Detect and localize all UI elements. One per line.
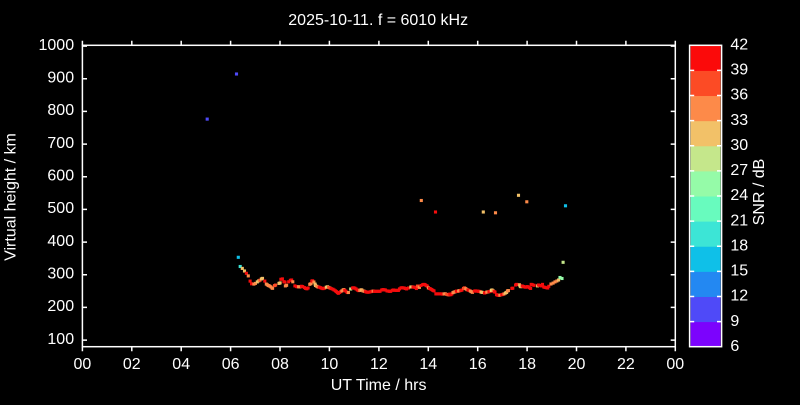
svg-text:04: 04 <box>172 356 190 373</box>
svg-text:08: 08 <box>271 356 289 373</box>
svg-text:22: 22 <box>617 356 635 373</box>
svg-text:15: 15 <box>730 263 748 280</box>
svg-text:9: 9 <box>730 313 739 330</box>
svg-text:00: 00 <box>74 356 92 373</box>
svg-text:21: 21 <box>730 212 748 229</box>
svg-text:800: 800 <box>47 102 74 119</box>
svg-text:06: 06 <box>222 356 240 373</box>
svg-text:27: 27 <box>730 162 748 179</box>
svg-text:36: 36 <box>730 87 748 104</box>
svg-text:18: 18 <box>730 237 748 254</box>
svg-text:12: 12 <box>730 288 748 305</box>
svg-text:00: 00 <box>666 356 684 373</box>
svg-text:1000: 1000 <box>39 37 75 54</box>
svg-text:20: 20 <box>568 356 586 373</box>
svg-text:SNR / dB: SNR / dB <box>751 159 768 226</box>
svg-text:100: 100 <box>47 331 74 348</box>
svg-text:300: 300 <box>47 266 74 283</box>
svg-text:2025-10-11. f = 6010 kHz: 2025-10-11. f = 6010 kHz <box>288 12 468 29</box>
svg-text:500: 500 <box>47 200 74 217</box>
svg-text:200: 200 <box>47 298 74 315</box>
svg-text:42: 42 <box>730 37 748 54</box>
svg-text:14: 14 <box>419 356 437 373</box>
svg-text:10: 10 <box>321 356 339 373</box>
svg-text:600: 600 <box>47 168 74 185</box>
svg-text:39: 39 <box>730 62 748 79</box>
svg-text:33: 33 <box>730 112 748 129</box>
svg-text:6: 6 <box>730 338 739 355</box>
svg-text:24: 24 <box>730 187 748 204</box>
svg-text:400: 400 <box>47 233 74 250</box>
svg-text:12: 12 <box>370 356 388 373</box>
svg-text:16: 16 <box>469 356 487 373</box>
svg-text:02: 02 <box>123 356 141 373</box>
svg-text:30: 30 <box>730 137 748 154</box>
svg-text:Virtual height / km: Virtual height / km <box>3 133 20 261</box>
svg-text:18: 18 <box>518 356 536 373</box>
svg-text:900: 900 <box>47 69 74 86</box>
svg-text:700: 700 <box>47 135 74 152</box>
svg-text:UT Time / hrs: UT Time / hrs <box>331 377 427 394</box>
